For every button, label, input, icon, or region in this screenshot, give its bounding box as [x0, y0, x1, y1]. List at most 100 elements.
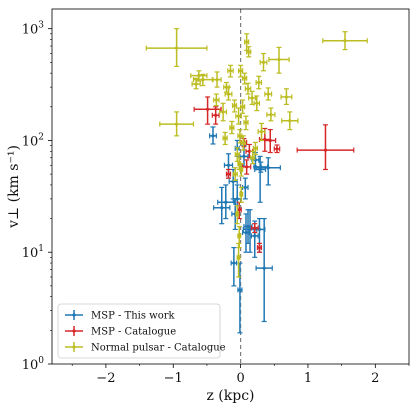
plot-area: [145, 9, 368, 364]
marker: [235, 212, 239, 216]
series-0: [209, 126, 281, 334]
marker: [239, 192, 243, 196]
data-point: [159, 111, 195, 137]
y-axis-label: v⊥ (km s⁻¹): [6, 145, 22, 229]
marker: [241, 141, 245, 145]
x-axis: −2 −1 0 1 2: [71, 364, 410, 386]
data-point: [250, 150, 256, 165]
marker: [247, 50, 251, 54]
marker: [253, 146, 258, 150]
marker: [257, 246, 262, 250]
data-point: [234, 147, 240, 162]
marker: [261, 60, 266, 64]
data-point: [209, 126, 217, 145]
legend-label: MSP - Catalogue: [91, 327, 176, 338]
y-tick-label: 100: [22, 356, 45, 373]
plot-frame: [51, 8, 410, 365]
marker: [201, 78, 205, 82]
data-point: [237, 262, 243, 334]
marker: [220, 206, 224, 210]
data-point: [255, 217, 273, 323]
marker: [232, 261, 236, 265]
data-point: [190, 70, 208, 82]
data-point: [250, 223, 259, 234]
data-point: [296, 124, 355, 171]
data-point: [264, 87, 273, 101]
marker: [214, 113, 218, 117]
x-tick-label: 2: [371, 371, 379, 386]
data-point: [243, 209, 253, 244]
data-point: [257, 122, 266, 142]
data-point: [256, 242, 263, 253]
marker: [230, 126, 234, 130]
marker: [242, 154, 246, 159]
marker: [251, 156, 255, 160]
data-point: [281, 111, 299, 131]
marker: [253, 234, 257, 238]
marker: [215, 78, 219, 82]
marker: [236, 114, 241, 118]
data-point: [193, 96, 222, 125]
marker: [224, 85, 229, 89]
marker: [197, 74, 201, 78]
data-point: [229, 120, 235, 135]
marker: [266, 92, 270, 96]
marker: [323, 148, 328, 152]
data-point: [191, 77, 201, 90]
marker: [239, 167, 243, 172]
data-point: [242, 72, 248, 85]
marker: [224, 200, 228, 204]
marker: [257, 80, 261, 85]
data-point: [217, 184, 235, 220]
marker: [238, 134, 242, 138]
data-point: [219, 102, 228, 122]
marker: [238, 288, 242, 292]
marker: [343, 39, 347, 43]
legend-marker: [72, 313, 76, 317]
legend-marker: [72, 345, 76, 349]
marker: [246, 224, 250, 229]
data-point: [245, 143, 254, 159]
x-tick-label: 0: [236, 371, 244, 386]
data-point: [244, 82, 252, 95]
marker: [233, 172, 237, 176]
marker: [247, 149, 251, 153]
data-point: [268, 46, 290, 74]
marker: [228, 69, 233, 73]
data-point: [223, 81, 230, 93]
legend: MSP - This work MSP - Catalogue Normal pul…: [57, 303, 226, 359]
marker: [205, 107, 210, 111]
data-point: [264, 129, 277, 154]
data-point: [240, 99, 246, 114]
data-point: [252, 141, 259, 156]
legend-item: Normal pulsar - Catalogue: [65, 342, 226, 354]
marker: [262, 266, 266, 270]
data-point: [231, 99, 238, 113]
data-point: [212, 71, 222, 88]
marker: [175, 122, 179, 126]
y-tick-label: 101: [22, 244, 44, 261]
marker: [243, 185, 247, 190]
marker: [268, 138, 272, 143]
y-tick-label: 103: [22, 21, 45, 38]
marker: [244, 120, 248, 125]
data-point: [242, 159, 252, 175]
marker: [211, 134, 215, 138]
marker: [245, 165, 249, 169]
x-tick-label: −1: [164, 371, 183, 386]
marker: [241, 105, 245, 109]
marker: [237, 208, 241, 212]
data-point: [213, 93, 220, 107]
data-point: [259, 52, 268, 72]
data-point: [253, 95, 261, 112]
x-tick-label: 1: [304, 371, 312, 386]
marker: [275, 147, 279, 151]
marker: [194, 82, 198, 86]
series-1: [193, 96, 355, 253]
data-point: [232, 167, 238, 181]
data-point: [240, 135, 246, 151]
legend-item: MSP - This work: [65, 310, 176, 322]
marker: [253, 226, 257, 230]
data-point: [211, 106, 220, 125]
